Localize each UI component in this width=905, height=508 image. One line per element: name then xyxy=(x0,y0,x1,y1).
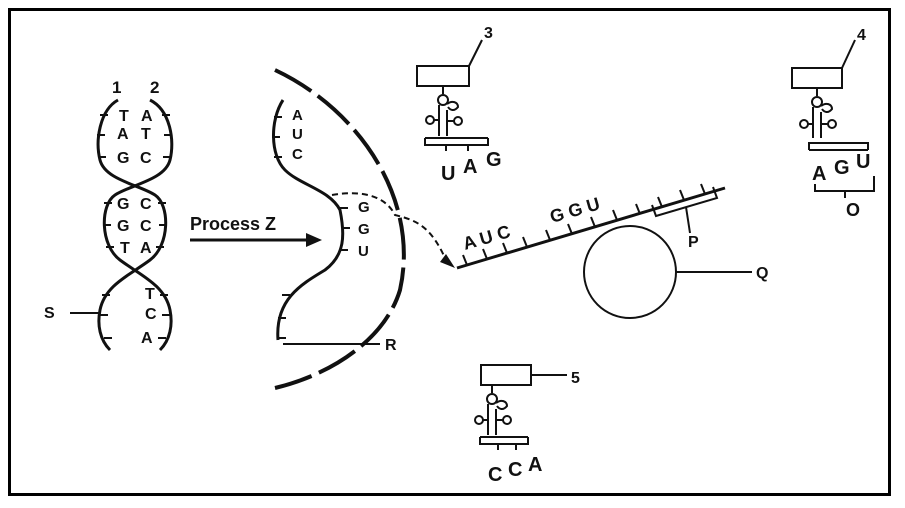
anticodon-base: A xyxy=(528,454,542,476)
anticodon-base: G xyxy=(834,157,850,179)
trna-4: 4 A G U O xyxy=(791,27,875,220)
dna-base: T xyxy=(145,286,155,303)
dna-base: G xyxy=(117,218,129,235)
dna-helix: 1 2 T A A T G C G C G C T A T C A S xyxy=(44,78,174,352)
trna-5-label: 5 xyxy=(571,370,580,387)
dna-base: C xyxy=(140,150,152,167)
strand-1-label: 1 xyxy=(112,78,121,97)
nucleus-mrna: A U C G G U R xyxy=(272,99,397,354)
dna-base: T xyxy=(141,126,151,143)
anticodon-base: U xyxy=(441,163,455,185)
dna-base: A xyxy=(141,108,153,125)
anticodon-base: C xyxy=(488,464,502,486)
ribosome: Q P xyxy=(583,186,768,319)
dna-base: C xyxy=(140,218,152,235)
rna-base: U xyxy=(358,243,369,260)
dna-base: A xyxy=(141,330,153,347)
anticodon-base: G xyxy=(486,149,502,171)
dna-base: C xyxy=(145,306,157,323)
label-s: S xyxy=(44,305,55,322)
dna-base: G xyxy=(117,150,129,167)
trna-4-label: 4 xyxy=(857,27,866,44)
cytoplasm-mrna: A U C G G U xyxy=(456,183,726,270)
process-z-arrow: Process Z xyxy=(190,214,322,247)
process-z-label: Process Z xyxy=(190,214,276,234)
label-r: R xyxy=(385,337,397,354)
rna-base: C xyxy=(292,146,303,163)
dna-strand-1 xyxy=(96,98,168,352)
label-p: P xyxy=(688,234,699,251)
dna-base: C xyxy=(140,196,152,213)
anticodon-base: U xyxy=(856,151,870,173)
dna-base: A xyxy=(140,240,152,257)
dna-base: T xyxy=(119,108,129,125)
export-arrow xyxy=(331,192,455,268)
dna-base: G xyxy=(117,196,129,213)
trna-3-label: 3 xyxy=(484,25,493,42)
rna-base: G xyxy=(358,221,370,238)
rna-base: U xyxy=(292,126,303,143)
nuclear-envelope xyxy=(274,68,406,390)
rna-base: G xyxy=(358,199,370,216)
dna-base: A xyxy=(117,126,129,143)
strand-2-label: 2 xyxy=(150,78,159,97)
anticodon-base: C xyxy=(508,459,522,481)
dna-base: T xyxy=(120,240,130,257)
trna-5: 5 C C A xyxy=(474,364,580,486)
trna-3: 3 U A G xyxy=(416,25,502,185)
dna-strand-2 xyxy=(102,98,174,352)
diagram-frame xyxy=(8,8,891,496)
dna-rungs xyxy=(97,114,172,339)
anticodon-base: A xyxy=(812,163,826,185)
label-q: Q xyxy=(756,265,768,282)
rna-base: A xyxy=(292,107,303,124)
label-o: O xyxy=(846,200,860,220)
anticodon-base: A xyxy=(463,156,477,178)
